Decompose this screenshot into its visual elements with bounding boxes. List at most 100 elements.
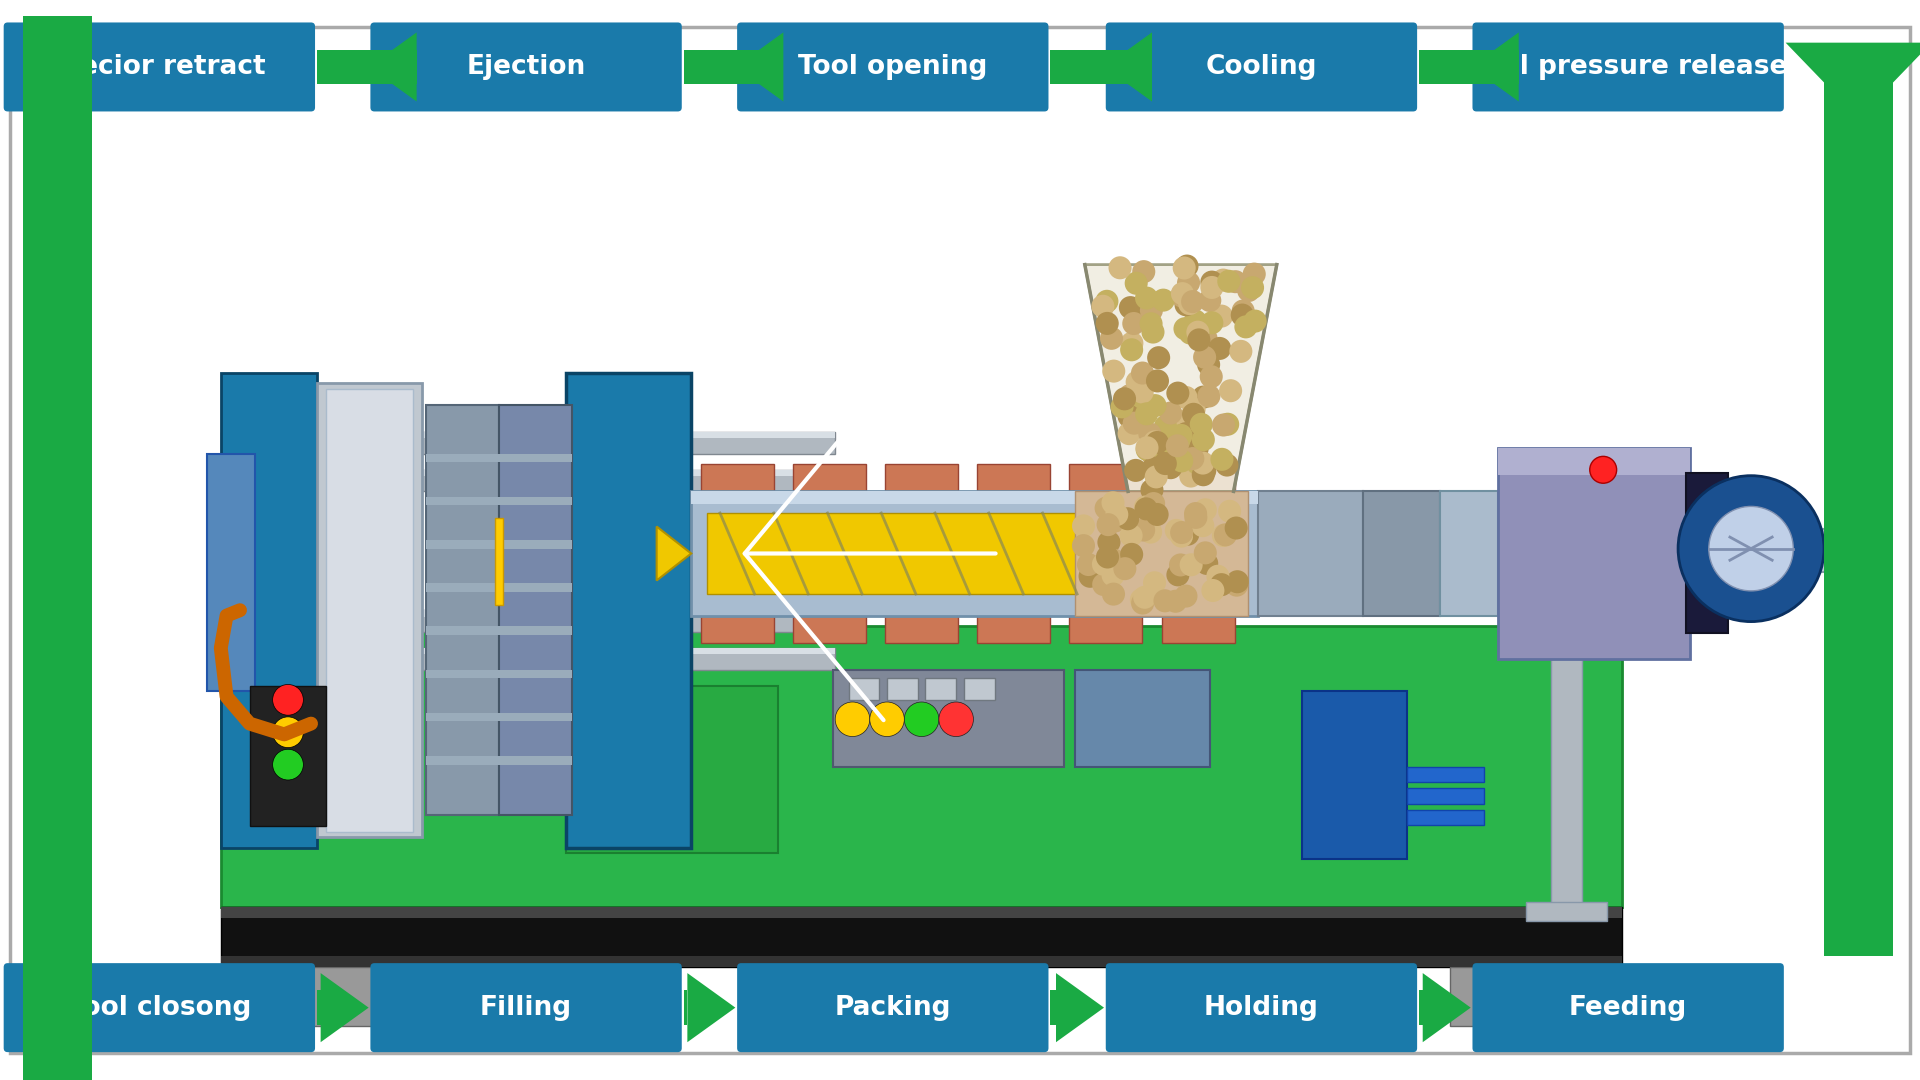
Circle shape xyxy=(1140,299,1164,322)
Circle shape xyxy=(1102,360,1125,382)
Polygon shape xyxy=(735,32,783,102)
Bar xyxy=(221,648,835,670)
Bar xyxy=(426,583,572,592)
Circle shape xyxy=(1169,525,1192,548)
Circle shape xyxy=(1077,553,1100,576)
Circle shape xyxy=(1171,284,1194,308)
Circle shape xyxy=(1185,438,1208,461)
Bar xyxy=(833,670,1064,767)
Circle shape xyxy=(1117,384,1140,407)
Circle shape xyxy=(1190,451,1213,474)
Circle shape xyxy=(1244,310,1267,333)
Circle shape xyxy=(1108,256,1131,280)
Circle shape xyxy=(1225,570,1248,593)
Circle shape xyxy=(1092,553,1116,576)
FancyBboxPatch shape xyxy=(371,963,682,1052)
Circle shape xyxy=(1146,431,1169,454)
FancyBboxPatch shape xyxy=(1473,23,1784,111)
Bar xyxy=(1302,691,1407,859)
Text: Cooling: Cooling xyxy=(1206,54,1317,80)
Polygon shape xyxy=(369,32,417,102)
Circle shape xyxy=(1210,573,1233,596)
Circle shape xyxy=(1175,255,1198,278)
Circle shape xyxy=(1187,451,1210,475)
Bar xyxy=(221,470,835,491)
Circle shape xyxy=(1169,423,1192,447)
Bar xyxy=(793,464,866,491)
Text: Ejection: Ejection xyxy=(467,54,586,80)
Circle shape xyxy=(1114,557,1137,580)
Circle shape xyxy=(1169,553,1192,577)
Circle shape xyxy=(1135,436,1158,459)
Circle shape xyxy=(1152,288,1175,312)
Circle shape xyxy=(1154,590,1177,612)
Text: Tool opening: Tool opening xyxy=(799,54,987,80)
Circle shape xyxy=(1092,573,1116,596)
Circle shape xyxy=(1146,369,1169,392)
Circle shape xyxy=(1198,384,1221,407)
Bar xyxy=(1162,464,1235,491)
Bar xyxy=(1450,967,1530,1026)
Circle shape xyxy=(1210,305,1233,327)
Polygon shape xyxy=(1471,32,1519,102)
Circle shape xyxy=(273,685,303,715)
Bar xyxy=(1686,473,1728,633)
Bar xyxy=(1075,491,1248,616)
Circle shape xyxy=(1162,453,1185,476)
Bar xyxy=(1075,670,1210,767)
Circle shape xyxy=(1194,498,1217,522)
Circle shape xyxy=(1135,286,1158,310)
Bar xyxy=(426,626,572,635)
Bar xyxy=(701,464,774,491)
Bar xyxy=(221,470,835,476)
Circle shape xyxy=(1240,276,1263,299)
Circle shape xyxy=(1194,552,1217,575)
Bar xyxy=(1498,448,1690,475)
Bar xyxy=(1162,616,1235,643)
Circle shape xyxy=(1160,402,1183,424)
Circle shape xyxy=(1183,403,1206,426)
Circle shape xyxy=(1142,430,1165,454)
Circle shape xyxy=(1179,464,1202,487)
Bar xyxy=(298,967,378,1026)
Circle shape xyxy=(1185,502,1208,525)
Polygon shape xyxy=(1050,990,1056,1025)
Bar xyxy=(426,405,499,815)
Bar xyxy=(701,616,774,643)
Bar xyxy=(1069,464,1142,491)
Circle shape xyxy=(1192,459,1215,482)
Bar xyxy=(317,383,422,837)
Polygon shape xyxy=(687,973,735,1042)
Circle shape xyxy=(904,702,939,737)
Circle shape xyxy=(1181,437,1204,461)
Circle shape xyxy=(1125,370,1148,393)
Circle shape xyxy=(1213,524,1236,546)
Circle shape xyxy=(1217,270,1240,293)
Text: Tool pressure release: Tool pressure release xyxy=(1469,54,1788,80)
Bar xyxy=(566,373,691,848)
Circle shape xyxy=(1114,388,1137,410)
Circle shape xyxy=(1146,347,1169,369)
Circle shape xyxy=(1175,436,1198,460)
Circle shape xyxy=(1123,411,1146,434)
Bar xyxy=(499,405,572,815)
Bar xyxy=(1498,448,1690,659)
Circle shape xyxy=(1106,503,1129,526)
Circle shape xyxy=(1125,272,1148,295)
Circle shape xyxy=(1131,592,1154,615)
Circle shape xyxy=(1079,565,1102,588)
Circle shape xyxy=(1142,492,1165,515)
Circle shape xyxy=(273,750,303,780)
Circle shape xyxy=(1177,523,1200,545)
Polygon shape xyxy=(1824,43,1893,957)
Circle shape xyxy=(1235,315,1258,338)
Circle shape xyxy=(1102,582,1125,606)
FancyBboxPatch shape xyxy=(4,23,315,111)
FancyBboxPatch shape xyxy=(737,23,1048,111)
Circle shape xyxy=(1071,535,1094,557)
Circle shape xyxy=(1131,362,1154,384)
Circle shape xyxy=(1192,463,1215,486)
Circle shape xyxy=(1169,449,1192,472)
Circle shape xyxy=(1139,521,1162,543)
Circle shape xyxy=(1165,381,1188,405)
